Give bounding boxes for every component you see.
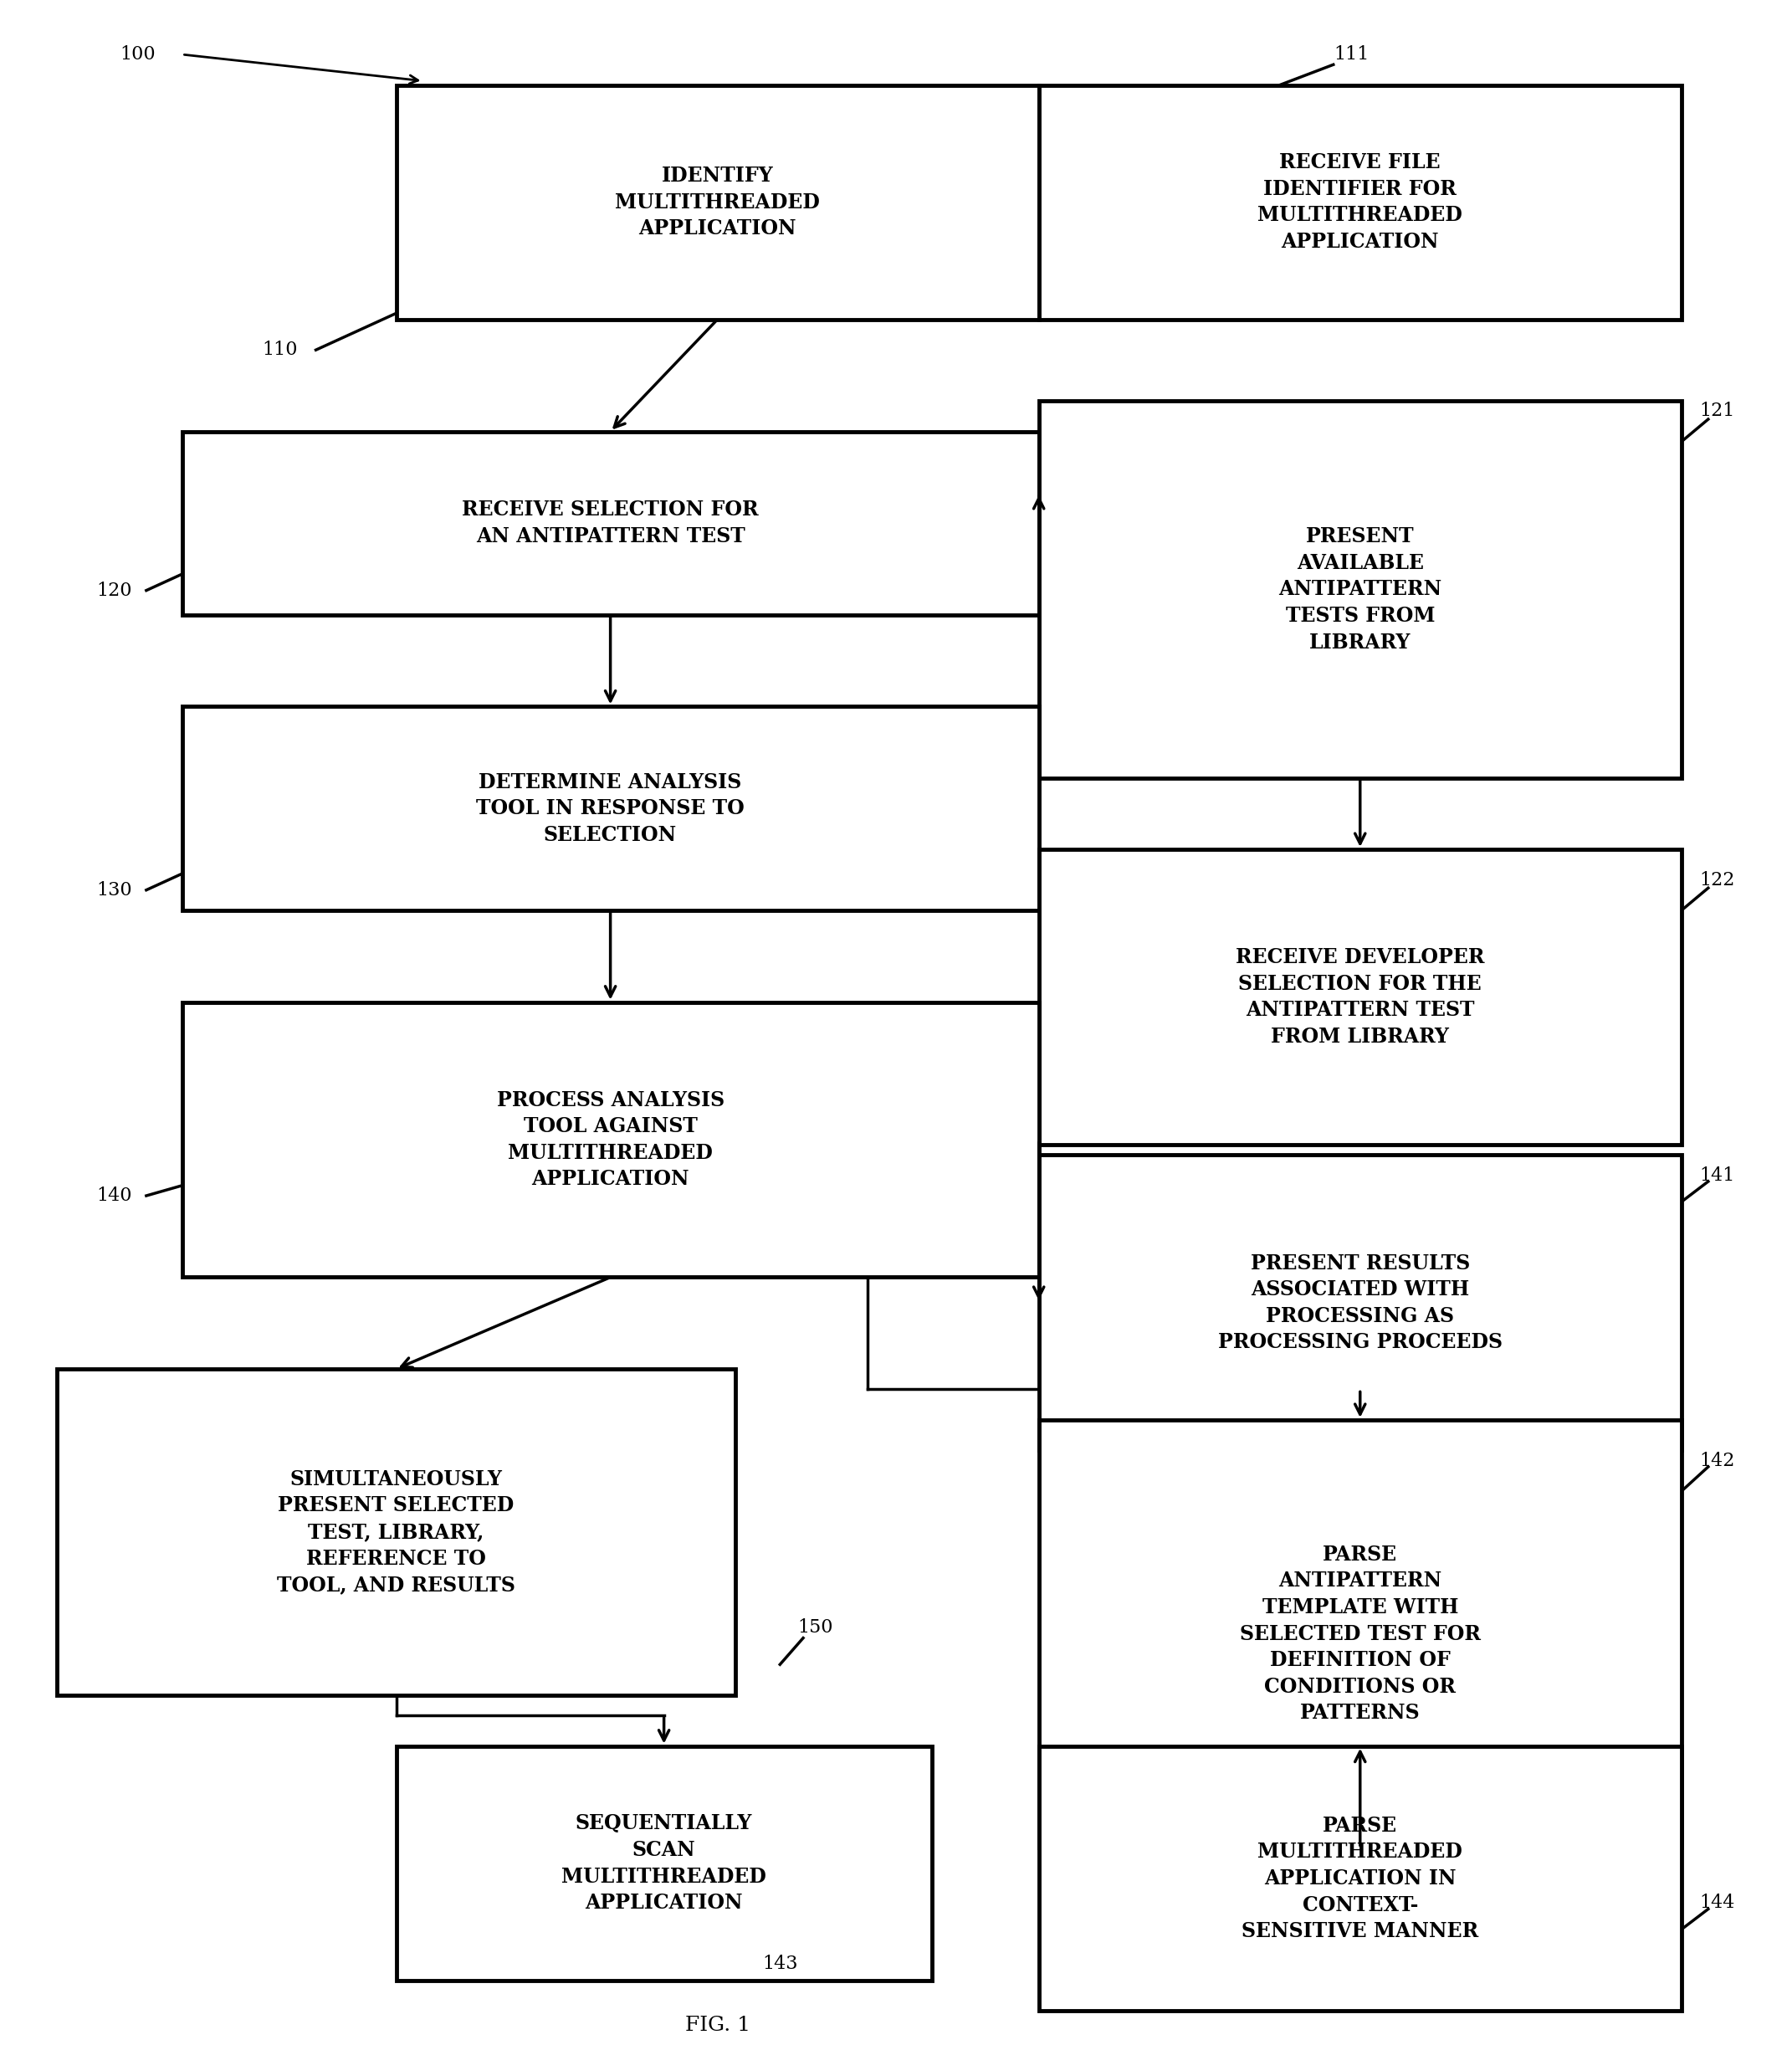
Bar: [396, 86, 1039, 319]
Text: RECEIVE FILE
IDENTIFIER FOR
MULTITHREADED
APPLICATION: RECEIVE FILE IDENTIFIER FOR MULTITHREADE…: [1258, 153, 1462, 252]
Text: 144: 144: [1699, 1894, 1735, 1912]
Bar: [1039, 1419, 1681, 1849]
Bar: [183, 1002, 1039, 1278]
Bar: [1039, 1155, 1681, 1450]
Text: 122: 122: [1699, 871, 1735, 890]
Text: 141: 141: [1699, 1166, 1735, 1184]
Bar: [1039, 86, 1681, 319]
Bar: [1039, 849, 1681, 1145]
Text: 140: 140: [97, 1186, 133, 1205]
Text: 110: 110: [262, 342, 297, 360]
Text: DETERMINE ANALYSIS
TOOL IN RESPONSE TO
SELECTION: DETERMINE ANALYSIS TOOL IN RESPONSE TO S…: [477, 773, 744, 845]
Text: PROCESS ANALYSIS
TOOL AGAINST
MULTITHREADED
APPLICATION: PROCESS ANALYSIS TOOL AGAINST MULTITHREA…: [496, 1090, 724, 1190]
Bar: [396, 1746, 932, 1980]
Text: RECEIVE DEVELOPER
SELECTION FOR THE
ANTIPATTERN TEST
FROM LIBRARY: RECEIVE DEVELOPER SELECTION FOR THE ANTI…: [1236, 947, 1484, 1047]
Bar: [183, 431, 1039, 616]
Text: 150: 150: [797, 1618, 833, 1636]
Text: PARSE
ANTIPATTERN
TEMPLATE WITH
SELECTED TEST FOR
DEFINITION OF
CONDITIONS OR
PA: PARSE ANTIPATTERN TEMPLATE WITH SELECTED…: [1240, 1544, 1480, 1724]
Text: 100: 100: [120, 45, 156, 63]
Text: 121: 121: [1699, 403, 1735, 421]
Bar: [1039, 1746, 1681, 2010]
Text: RECEIVE SELECTION FOR
AN ANTIPATTERN TEST: RECEIVE SELECTION FOR AN ANTIPATTERN TES…: [462, 499, 758, 546]
Text: 143: 143: [762, 1955, 797, 1973]
Text: FIG. 1: FIG. 1: [685, 2016, 751, 2035]
Text: SIMULTANEOUSLY
PRESENT SELECTED
TEST, LIBRARY,
REFERENCE TO
TOOL, AND RESULTS: SIMULTANEOUSLY PRESENT SELECTED TEST, LI…: [278, 1468, 516, 1595]
Text: 111: 111: [1333, 45, 1369, 63]
Text: PRESENT
AVAILABLE
ANTIPATTERN
TESTS FROM
LIBRARY: PRESENT AVAILABLE ANTIPATTERN TESTS FROM…: [1278, 526, 1443, 652]
Bar: [57, 1368, 735, 1695]
Text: SEQUENTIALLY
SCAN
MULTITHREADED
APPLICATION: SEQUENTIALLY SCAN MULTITHREADED APPLICAT…: [561, 1814, 767, 1912]
Bar: [1039, 401, 1681, 777]
Text: 142: 142: [1699, 1452, 1735, 1470]
Bar: [183, 708, 1039, 910]
Text: 120: 120: [97, 581, 133, 599]
Text: PRESENT RESULTS
ASSOCIATED WITH
PROCESSING AS
PROCESSING PROCEEDS: PRESENT RESULTS ASSOCIATED WITH PROCESSI…: [1219, 1254, 1502, 1352]
Text: 130: 130: [97, 881, 133, 900]
Text: PARSE
MULTITHREADED
APPLICATION IN
CONTEXT-
SENSITIVE MANNER: PARSE MULTITHREADED APPLICATION IN CONTE…: [1242, 1816, 1478, 1941]
Text: IDENTIFY
MULTITHREADED
APPLICATION: IDENTIFY MULTITHREADED APPLICATION: [615, 166, 821, 239]
